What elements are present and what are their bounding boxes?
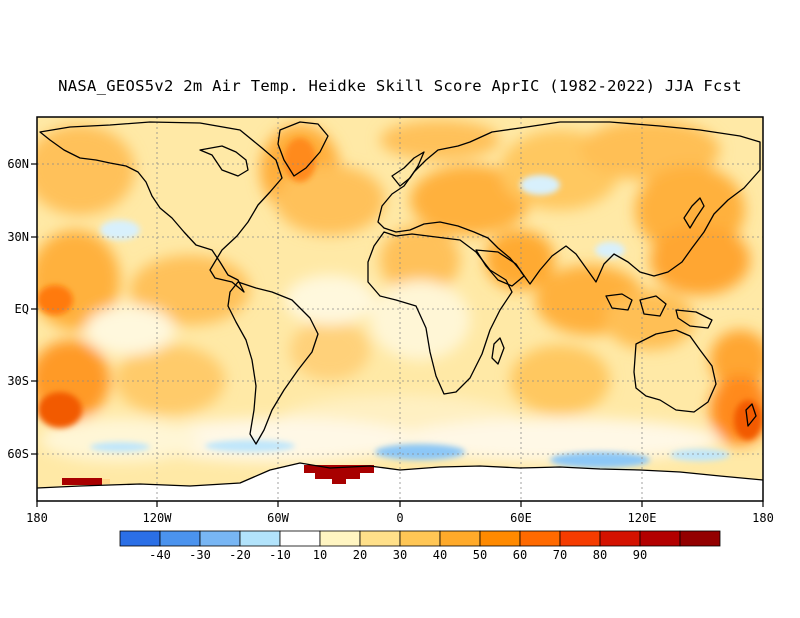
colorbar-label: 70 <box>553 548 567 562</box>
x-tick-label: 60E <box>510 511 532 525</box>
x-tick-label: 180 <box>26 511 48 525</box>
colorbar-label: 10 <box>313 548 327 562</box>
x-axis: 180 120W 60W 0 60E 120E 180 <box>26 501 774 525</box>
x-tick-label: 0 <box>396 511 403 525</box>
colorbar-swatch <box>439 530 481 547</box>
x-tick-label: 120E <box>628 511 657 525</box>
colorbar-swatch <box>479 530 521 547</box>
y-tick-label: 30N <box>7 230 29 244</box>
colorbar-label: 40 <box>433 548 447 562</box>
colorbar-label: 30 <box>393 548 407 562</box>
colorbar-swatch <box>679 530 721 547</box>
colorbar-label: -40 <box>149 548 171 562</box>
y-tick-label: EQ <box>15 302 29 316</box>
colorbar-label: 50 <box>473 548 487 562</box>
colorbar-swatch <box>319 530 361 547</box>
colorbar-label: 20 <box>353 548 367 562</box>
colorbar-label: -10 <box>269 548 291 562</box>
colorbar-swatch <box>359 530 401 547</box>
y-tick-label: 60S <box>7 447 29 461</box>
coastlines <box>37 121 763 489</box>
y-axis: 60N 30N EQ 30S 60S <box>7 157 37 461</box>
x-tick-label: 180 <box>752 511 774 525</box>
y-tick-label: 30S <box>7 374 29 388</box>
colorbar-swatch <box>159 530 201 547</box>
colorbar-label: -20 <box>229 548 251 562</box>
colorbar-swatch <box>639 530 681 547</box>
colorbar-label: 90 <box>633 548 647 562</box>
colorbar-swatch <box>599 530 641 547</box>
colorbar-label: 80 <box>593 548 607 562</box>
colorbar-label: -30 <box>189 548 211 562</box>
x-tick-label: 60W <box>267 511 289 525</box>
y-tick-label: 60N <box>7 157 29 171</box>
colorbar-swatch <box>399 530 441 547</box>
colorbar-swatch <box>559 530 601 547</box>
colorbar-swatch <box>199 530 241 547</box>
colorbar-label: 60 <box>513 548 527 562</box>
colorbar-swatch <box>519 530 561 547</box>
colorbar: -40 -30 -20 -10 10 20 30 40 50 60 70 80 … <box>119 530 721 562</box>
map-title: NASA_GEOS5v2 2m Air Temp. Heidke Skill S… <box>58 77 742 95</box>
colorbar-swatch <box>279 530 321 547</box>
colorbar-swatch <box>119 530 161 547</box>
x-tick-label: 120W <box>143 511 173 525</box>
colorbar-swatch <box>239 530 281 547</box>
